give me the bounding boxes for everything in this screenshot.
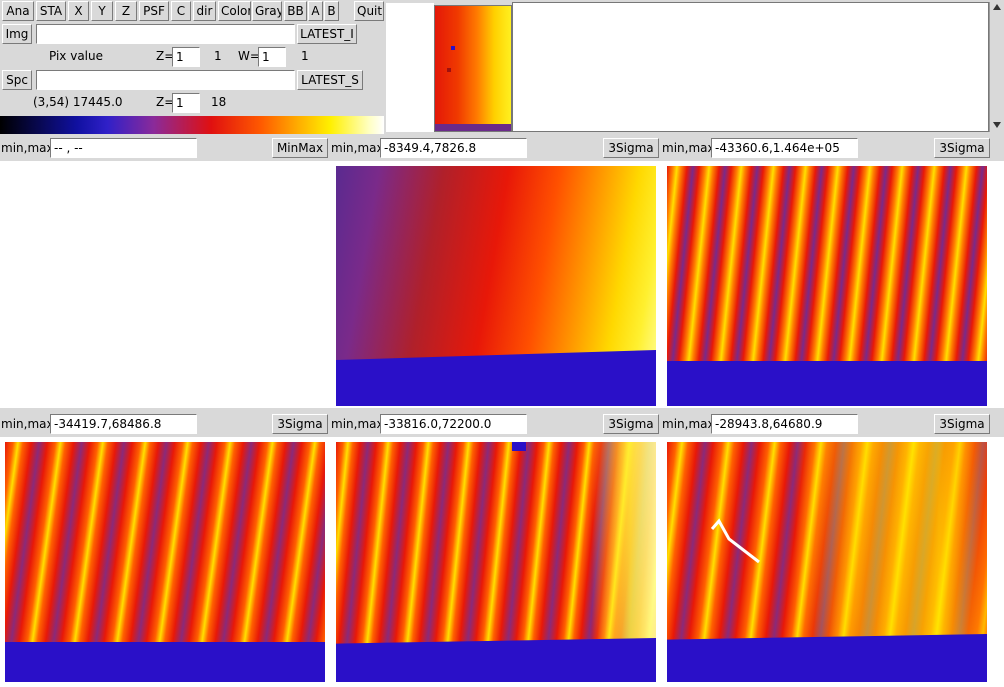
panel-4-3sigma-button[interactable]: 3Sigma	[272, 414, 328, 434]
panel-6-image[interactable]	[667, 442, 987, 682]
scroll-down-arrow-icon[interactable]	[993, 122, 1001, 128]
panel-5-minmax-label: min,max:	[331, 417, 388, 431]
dir-button[interactable]: dir	[193, 1, 216, 21]
panel-3-minmax-label: min,max:	[662, 141, 719, 155]
panel-4-minmax-field[interactable]: -34419.7,68486.8	[50, 414, 197, 434]
thumbnail-margin	[386, 3, 434, 132]
z-field[interactable]: 1	[172, 47, 200, 67]
img-field[interactable]	[36, 24, 295, 44]
b-button[interactable]: B	[324, 1, 339, 21]
w-field[interactable]: 1	[258, 47, 286, 67]
img-button[interactable]: Img	[2, 24, 32, 44]
panel-6-3sigma-button[interactable]: 3Sigma	[934, 414, 990, 434]
coord-z-label: Z=	[156, 95, 175, 109]
panel-3-image[interactable]	[667, 166, 987, 406]
colorbar	[0, 116, 384, 134]
latest-i-button[interactable]: LATEST_I	[297, 24, 357, 44]
panel-3-minmax-field[interactable]: -43360.6,1.464e+05	[711, 138, 858, 158]
panel-2-minmax-field[interactable]: -8349.4,7826.8	[380, 138, 527, 158]
psf-button[interactable]: PSF	[139, 1, 169, 21]
coord-readout: (3,54) 17445.0	[33, 95, 123, 109]
z-count: 1	[214, 49, 222, 63]
cosmic-ray-streak	[710, 518, 760, 564]
coord-z-count: 18	[211, 95, 227, 109]
panel-1-minmax-label: min,max:	[1, 141, 58, 155]
c-button[interactable]: C	[171, 1, 191, 21]
scroll-up-arrow-icon[interactable]	[993, 4, 1001, 10]
coord-z-field[interactable]: 1	[172, 93, 200, 113]
sta-button[interactable]: STA	[36, 1, 66, 21]
latest-s-button[interactable]: LATEST_S	[297, 70, 363, 90]
y-button[interactable]: Y	[91, 1, 113, 21]
w-count: 1	[301, 49, 309, 63]
pix-value-label: Pix value	[49, 49, 103, 63]
panel-5-3sigma-button[interactable]: 3Sigma	[603, 414, 659, 434]
gray-button[interactable]: Gray	[252, 1, 282, 21]
spc-button[interactable]: Spc	[2, 70, 32, 90]
panel-1-image[interactable]	[0, 161, 330, 408]
z-button[interactable]: Z	[115, 1, 137, 21]
thumbnail-image[interactable]	[434, 5, 512, 132]
a-button[interactable]: A	[308, 1, 323, 21]
vertical-scrollbar[interactable]	[989, 2, 1004, 132]
w-label: W=	[238, 49, 260, 63]
panel-1-minmax-field[interactable]: -- , --	[50, 138, 197, 158]
panel-5-minmax-field[interactable]: -33816.0,72200.0	[380, 414, 527, 434]
panel-2-3sigma-button[interactable]: 3Sigma	[603, 138, 659, 158]
panel-1-minmax-button[interactable]: MinMax	[272, 138, 328, 158]
text-output-area[interactable]	[512, 2, 989, 132]
ana-button[interactable]: Ana	[2, 1, 34, 21]
panel-6-minmax-field[interactable]: -28943.8,64680.9	[711, 414, 858, 434]
spc-field[interactable]	[36, 70, 295, 90]
panel-4-image[interactable]	[5, 442, 325, 682]
panel-2-image[interactable]	[336, 166, 656, 406]
x-button[interactable]: X	[68, 1, 89, 21]
panel-5-image[interactable]	[336, 442, 656, 682]
panel-2-minmax-label: min,max:	[331, 141, 388, 155]
color-button[interactable]: Color	[218, 1, 251, 21]
panel-4-minmax-label: min,max:	[1, 417, 58, 431]
z-label: Z=	[156, 49, 175, 63]
bb-button[interactable]: BB	[284, 1, 307, 21]
panel-6-minmax-label: min,max:	[662, 417, 719, 431]
quit-button[interactable]: Quit	[354, 1, 384, 21]
panel-3-3sigma-button[interactable]: 3Sigma	[934, 138, 990, 158]
